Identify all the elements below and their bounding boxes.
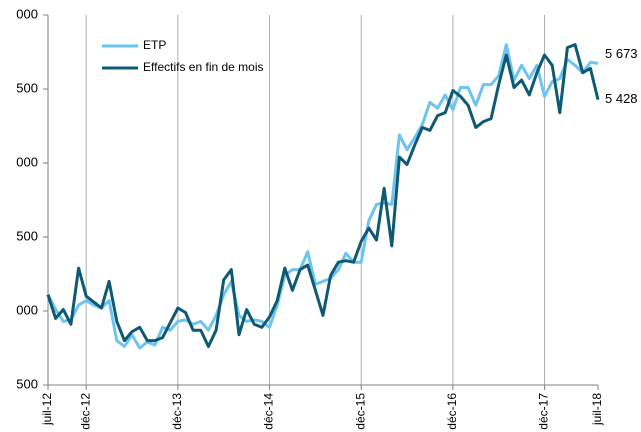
y-tick-label: 500	[16, 228, 38, 243]
x-tick-label: déc-12	[78, 393, 92, 430]
y-tick-label: 000	[16, 302, 38, 317]
x-tick-label: déc-16	[445, 393, 459, 430]
series-line	[46, 43, 599, 350]
x-tick-label: juil-12	[40, 393, 54, 426]
x-tick-label: déc-15	[353, 393, 367, 430]
x-tick-label: déc-17	[537, 393, 551, 430]
x-tick-label: déc-13	[170, 393, 184, 430]
legend-label: ETP	[143, 38, 166, 52]
y-tick-label: 000	[16, 6, 38, 21]
data-label: 5 428	[605, 91, 638, 106]
legend-label: Effectifs en fin de mois	[143, 60, 264, 74]
y-tick-label: 000	[16, 154, 38, 169]
data-label: 5 673	[605, 46, 638, 61]
y-tick-label: 500	[16, 80, 38, 95]
x-tick-label: déc-14	[262, 393, 276, 430]
y-tick-label: 500	[16, 376, 38, 391]
x-tick-label: juil-18	[590, 393, 604, 426]
series-line	[46, 43, 600, 348]
